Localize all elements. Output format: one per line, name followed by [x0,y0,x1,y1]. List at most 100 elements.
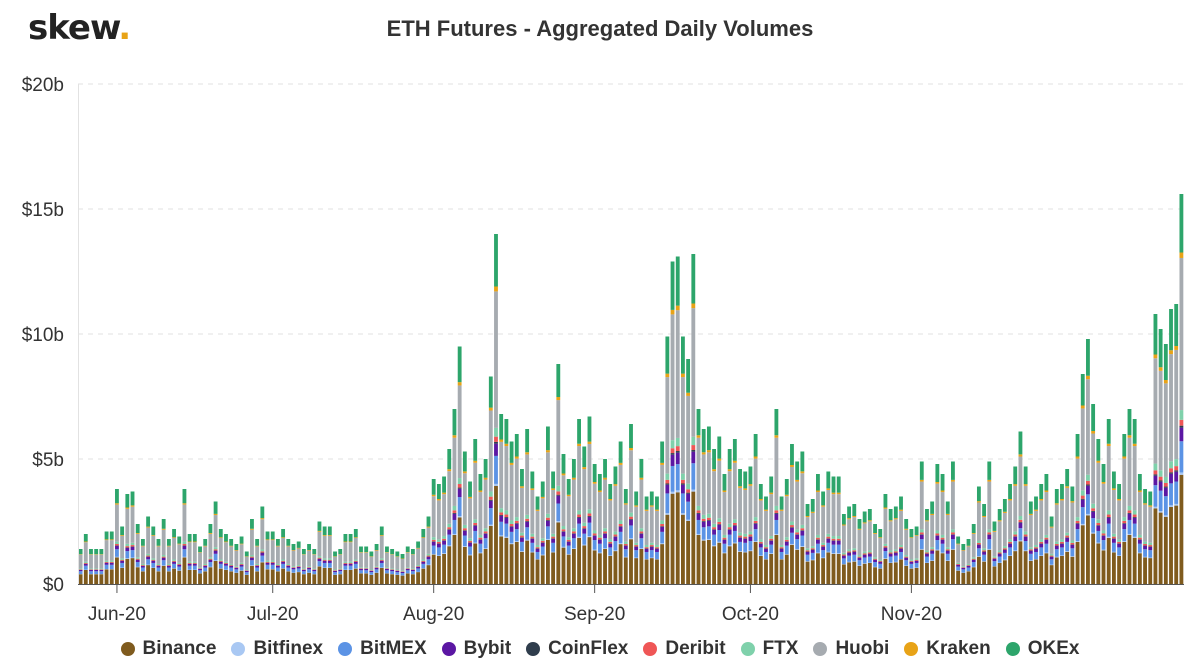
bar-segment-bitfinex [1148,557,1153,559]
bar-segment-okex [83,534,88,542]
bar-segment-deribit [120,559,125,561]
bar-segment-huobi [520,487,524,533]
bar-segment-bitmex [275,567,280,572]
bar-segment-huobi [1034,510,1038,545]
bar-group [125,494,130,584]
bar-segment-binance [322,567,327,584]
bar-segment-binance [748,551,753,584]
legend-item-bybit[interactable]: Bybit [441,638,511,660]
bar-segment-huobi [192,542,197,562]
bar-segment-kraken [805,516,810,518]
bar-segment-bitmex [379,562,384,568]
legend-item-coinflex[interactable]: CoinFlex [526,638,628,660]
bar-segment-kraken [976,501,981,503]
legend-item-bitmex[interactable]: BitMEX [338,638,427,660]
bar-segment-bitmex [629,525,633,539]
bar-group [899,496,903,584]
bar-segment-ftx [893,549,898,552]
bar-segment-bybit [1008,543,1012,548]
bar-segment-huobi [99,554,104,569]
bar-segment-huobi [301,554,306,569]
bar-group [213,501,218,584]
bar-segment-binance [499,536,504,584]
bar-segment-bybit [1018,522,1023,529]
bar-segment-ftx [457,478,462,485]
bar-segment-bitmex [774,519,779,534]
bar-segment-huobi [940,492,945,535]
bar-segment-kraken [888,520,893,522]
bar-segment-ftx [1111,533,1116,537]
bar-segment-kraken [867,520,872,522]
bar-segment-bybit [234,567,239,570]
bar-segment-bybit [878,561,883,564]
bar-segment-bybit [265,562,270,565]
bar-segment-deribit [727,527,732,530]
legend-marker-bitfinex [231,642,246,656]
bar-segment-bybit [686,493,691,502]
bar-segment-bitfinex [452,533,457,535]
bar-segment-deribit [504,514,509,518]
bar-segment-huobi [810,512,815,547]
bar-segment-deribit [1179,419,1184,426]
legend-item-kraken[interactable]: Kraken [904,638,991,660]
bar-segment-deribit [255,565,260,566]
bar-segment-bitmex [327,562,332,568]
bar-segment-ftx [410,568,415,570]
bar-segment-binance [1096,543,1101,584]
bar-group [732,439,737,584]
bar-segment-bybit [987,534,992,540]
bar-segment-ftx [841,552,846,555]
bar-segment-kraken [556,397,561,401]
bar-segment-huobi [452,437,457,506]
bar-segment-ftx [613,531,618,535]
bar-segment-okex [1018,431,1023,455]
bar-segment-deribit [566,539,571,542]
bar-segment-bitmex [608,547,613,556]
bar-segment-bybit [597,539,602,544]
bar-segment-okex [1101,464,1106,482]
bar-segment-bybit [416,566,421,569]
bar-segment-deribit [1060,541,1064,544]
bar-segment-bitfinex [462,546,467,547]
bar-segment-huobi [353,538,358,560]
bar-segment-bitmex [701,527,706,540]
bar-segment-ftx [873,557,877,559]
bar-segment-bitfinex [1086,513,1090,516]
legend-item-huobi[interactable]: Huobi [813,638,889,660]
bar-segment-ftx [499,508,504,513]
bar-segment-ftx [1065,532,1070,536]
bar-segment-bitmex [1060,547,1064,556]
bar-segment-bitmex [187,565,192,570]
bar-segment-kraken [992,530,997,532]
legend-item-deribit[interactable]: Deribit [643,638,726,660]
bar-segment-ftx [187,561,192,563]
bar-segment-bitmex [826,542,831,552]
bar-segment-bitmex [291,569,296,573]
bar-segment-binance [1169,507,1173,584]
legend-item-bitfinex[interactable]: Bitfinex [231,638,323,660]
bar-segment-bybit [312,569,317,572]
bar-group [1008,484,1012,584]
y-tick-label: $20b [22,75,64,96]
bar-segment-bitfinex [951,548,955,550]
bar-segment-coinflex [670,453,675,455]
bar-segment-okex [940,474,945,491]
legend-item-ftx[interactable]: FTX [740,638,798,660]
legend-marker-huobi [813,642,828,656]
legend-item-binance[interactable]: Binance [120,638,216,660]
bar-segment-bybit [613,536,618,541]
bar-segment-okex [919,461,924,480]
bar-group [935,464,940,584]
bar-segment-bybit [1132,517,1137,524]
bar-segment-kraken [945,513,950,516]
bar-segment-bybit [618,526,623,532]
bar-segment-ftx [556,485,561,492]
bar-segment-binance [540,555,545,584]
bar-segment-bitfinex [629,538,633,540]
bar-segment-deribit [130,545,135,547]
legend-item-okex[interactable]: OKEx [1005,638,1079,660]
bar-segment-huobi [878,538,883,560]
bar-segment-bybit [810,549,815,553]
bar-segment-okex [208,524,213,533]
bar-segment-huobi [1008,500,1012,540]
